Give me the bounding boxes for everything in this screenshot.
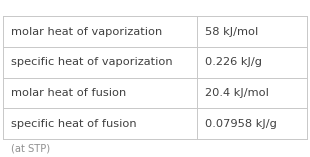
Text: 0.07958 kJ/g: 0.07958 kJ/g	[205, 119, 277, 129]
Text: 0.226 kJ/g: 0.226 kJ/g	[205, 57, 262, 67]
Text: 58 kJ/mol: 58 kJ/mol	[205, 27, 258, 37]
Text: molar heat of fusion: molar heat of fusion	[11, 88, 126, 98]
Text: specific heat of vaporization: specific heat of vaporization	[11, 57, 172, 67]
Text: molar heat of vaporization: molar heat of vaporization	[11, 27, 162, 37]
Text: 20.4 kJ/mol: 20.4 kJ/mol	[205, 88, 268, 98]
Text: specific heat of fusion: specific heat of fusion	[11, 119, 136, 129]
Text: (at STP): (at STP)	[11, 144, 50, 154]
